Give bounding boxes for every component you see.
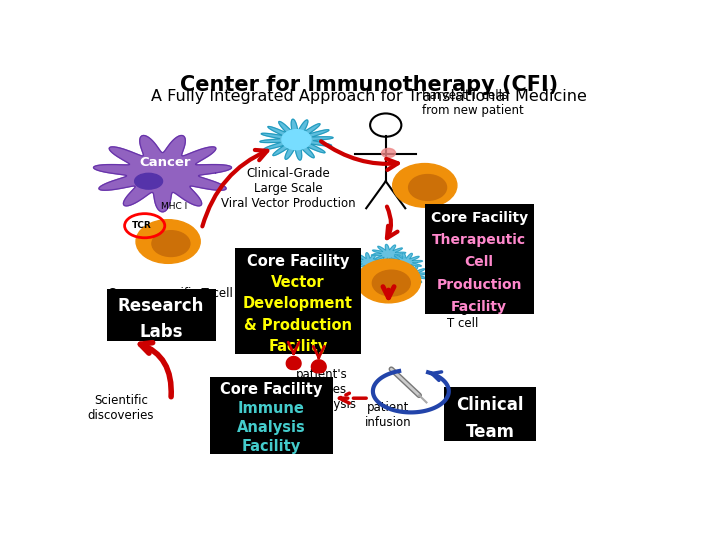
- Ellipse shape: [135, 173, 163, 189]
- Text: Cancer: Cancer: [140, 156, 191, 169]
- Text: Facility: Facility: [451, 300, 507, 314]
- Polygon shape: [394, 265, 428, 285]
- Text: Facility: Facility: [242, 440, 301, 454]
- Text: & Production: & Production: [244, 318, 352, 333]
- Polygon shape: [312, 360, 326, 373]
- Ellipse shape: [282, 130, 311, 150]
- Text: Analysis: Analysis: [237, 420, 306, 435]
- Text: Core Facility: Core Facility: [431, 212, 528, 225]
- Text: Labs: Labs: [140, 323, 183, 341]
- Polygon shape: [355, 267, 389, 286]
- Polygon shape: [388, 253, 423, 272]
- Text: TCR: TCR: [132, 221, 152, 230]
- Text: Clinical-Grade
Large Scale
Viral Vector Production: Clinical-Grade Large Scale Viral Vector …: [221, 167, 356, 210]
- FancyBboxPatch shape: [210, 377, 333, 454]
- Ellipse shape: [392, 164, 457, 207]
- FancyBboxPatch shape: [425, 204, 534, 314]
- Text: Cancer-specific T cell: Cancer-specific T cell: [109, 287, 233, 300]
- Text: patient
infusion: patient infusion: [365, 401, 412, 429]
- Text: Production: Production: [436, 278, 522, 292]
- Ellipse shape: [136, 220, 200, 264]
- Text: Research: Research: [118, 297, 204, 315]
- Polygon shape: [287, 356, 301, 369]
- Polygon shape: [379, 263, 414, 282]
- FancyBboxPatch shape: [444, 387, 536, 441]
- Text: harvest T cells
from new patient: harvest T cells from new patient: [422, 89, 523, 117]
- Polygon shape: [352, 253, 386, 272]
- Text: Core Facility: Core Facility: [220, 382, 323, 397]
- Text: Vector: Vector: [271, 275, 325, 290]
- Text: Scientific
discoveries: Scientific discoveries: [87, 394, 154, 422]
- Ellipse shape: [409, 174, 446, 200]
- Ellipse shape: [356, 259, 420, 303]
- Text: Team: Team: [466, 423, 515, 441]
- Text: Facility: Facility: [269, 339, 328, 354]
- Text: Engineered
T cell: Engineered T cell: [447, 302, 514, 330]
- Text: A Fully Integrated Approach for Translational Medicine: A Fully Integrated Approach for Translat…: [151, 89, 587, 104]
- FancyBboxPatch shape: [107, 289, 215, 341]
- Text: Core Facility: Core Facility: [247, 254, 349, 269]
- FancyBboxPatch shape: [235, 248, 361, 354]
- Text: patient's
samples
for analysis: patient's samples for analysis: [287, 368, 356, 410]
- Ellipse shape: [382, 148, 395, 158]
- Text: Cell: Cell: [464, 255, 494, 269]
- Text: MHC I: MHC I: [161, 202, 186, 211]
- Ellipse shape: [372, 270, 410, 296]
- Text: Therapeutic: Therapeutic: [432, 233, 526, 247]
- Ellipse shape: [152, 231, 190, 256]
- Polygon shape: [94, 136, 232, 212]
- Text: Clinical: Clinical: [456, 396, 524, 414]
- Text: Development: Development: [243, 296, 353, 312]
- Polygon shape: [260, 119, 333, 160]
- Polygon shape: [372, 245, 405, 264]
- Text: Center for Immunotherapy (CFI): Center for Immunotherapy (CFI): [180, 75, 558, 95]
- Text: Immune: Immune: [238, 401, 305, 416]
